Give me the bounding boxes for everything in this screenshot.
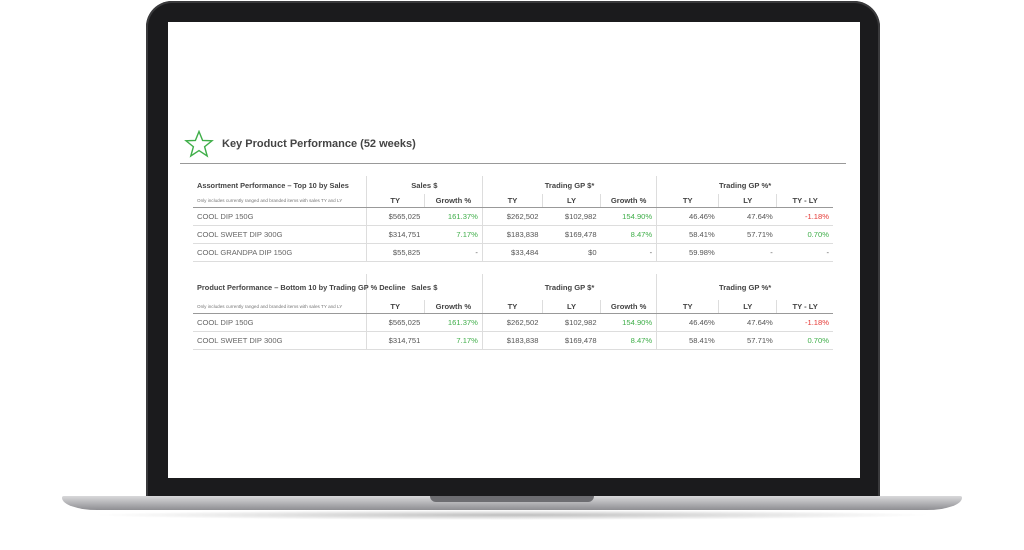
group-sales: Sales $: [365, 176, 483, 194]
cell-value: $169,478: [542, 225, 601, 244]
table-row[interactable]: COOL GRANDPA DIP 150G $55,825- $33,484 $0-5…: [193, 243, 833, 262]
cell-value: -: [718, 243, 777, 262]
group-sales: Sales $: [365, 274, 483, 300]
cell-value: 58.41%: [656, 331, 719, 350]
cell-value: $0: [542, 243, 601, 262]
product-name: COOL DIP 150G: [193, 313, 367, 332]
cell-value: -1.18%: [776, 313, 833, 332]
table-column-header: Only includes currently ranged and brand…: [193, 300, 833, 314]
product-name: COOL DIP 150G: [193, 207, 367, 226]
table-row[interactable]: COOL DIP 150G $565,025 161.37% $262,502 $102…: [193, 313, 833, 332]
cell-value: 154.90%: [600, 313, 657, 332]
cell-value: 7.17%: [424, 331, 483, 350]
title-divider: [180, 163, 846, 164]
cell-value: 47.64%: [718, 207, 777, 226]
cell-value: 8.47%: [600, 225, 657, 244]
cell-value: -1.18%: [776, 207, 833, 226]
group-trading-gp: Trading GP $*: [481, 274, 657, 300]
cell-value: 46.46%: [656, 207, 719, 226]
cell-value: $102,982: [542, 313, 601, 332]
table-row[interactable]: COOL SWEET DIP 300G $314,751 7.17% $183,838…: [193, 225, 833, 244]
column-header: Growth %: [600, 194, 657, 208]
cell-value: 8.47%: [600, 331, 657, 350]
column-header: LY: [718, 194, 777, 208]
cell-value: $262,502: [481, 207, 543, 226]
product-name: COOL SWEET DIP 300G: [193, 225, 367, 244]
column-header: TY: [656, 194, 719, 208]
cell-value: $565,025: [365, 207, 425, 226]
group-trading-gp-pct: Trading GP %*: [656, 176, 833, 194]
performance-table: Product Performance – Bottom 10 by Tradi…: [193, 274, 833, 350]
column-header: TY: [481, 300, 543, 314]
laptop-shadow: [90, 510, 934, 520]
cell-value: $262,502: [481, 313, 543, 332]
cell-value: -: [424, 243, 483, 262]
column-header: LY: [718, 300, 777, 314]
section-header: Key Product Performance (52 weeks): [184, 130, 416, 158]
column-header: LY: [541, 300, 601, 314]
cell-value: 161.37%: [424, 207, 483, 226]
cell-value: $565,025: [365, 313, 425, 332]
table-row[interactable]: COOL SWEET DIP 300G $314,751 7.17% $183,838…: [193, 331, 833, 350]
column-header: LY: [541, 194, 601, 208]
cell-value: -: [600, 243, 657, 262]
cell-value: 154.90%: [600, 207, 657, 226]
laptop-base: [62, 496, 962, 510]
column-header: Growth %: [423, 194, 483, 208]
cell-value: 7.17%: [424, 225, 483, 244]
cell-value: $183,838: [481, 331, 543, 350]
cell-value: 0.70%: [776, 225, 833, 244]
laptop-screen: Key Product Performance (52 weeks) Assor…: [168, 22, 860, 478]
cell-value: -: [776, 243, 833, 262]
cell-value: 47.64%: [718, 313, 777, 332]
table-column-header: Only includes currently ranged and brand…: [193, 194, 833, 208]
cell-value: 0.70%: [776, 331, 833, 350]
cell-value: 59.98%: [656, 243, 719, 262]
column-header: Growth %: [423, 300, 483, 314]
cell-value: $314,751: [365, 331, 425, 350]
cell-value: $169,478: [542, 331, 601, 350]
performance-table: Assortment Performance – Top 10 by Sales…: [193, 176, 833, 262]
product-name: COOL GRANDPA DIP 150G: [193, 243, 367, 262]
cell-value: $314,751: [365, 225, 425, 244]
column-header: TY - LY: [776, 300, 833, 314]
column-header: TY: [656, 300, 719, 314]
cell-value: 161.37%: [424, 313, 483, 332]
cell-value: $55,825: [365, 243, 425, 262]
column-header: TY: [481, 194, 543, 208]
table-title: Assortment Performance – Top 10 by Sales: [197, 180, 349, 190]
product-name: COOL SWEET DIP 300G: [193, 331, 367, 350]
cell-value: 57.71%: [718, 331, 777, 350]
table-group-header: Product Performance – Bottom 10 by Tradi…: [193, 274, 833, 300]
cell-value: $33,484: [481, 243, 543, 262]
page-title: Key Product Performance (52 weeks): [222, 138, 416, 150]
laptop-notch: [430, 496, 594, 502]
group-trading-gp: Trading GP $*: [481, 176, 657, 194]
table-group-header: Assortment Performance – Top 10 by Sales…: [193, 176, 833, 194]
column-header: TY: [365, 300, 425, 314]
group-trading-gp-pct: Trading GP %*: [656, 274, 833, 300]
cell-value: 57.71%: [718, 225, 777, 244]
cell-value: $102,982: [542, 207, 601, 226]
table-note: Only includes currently ranged and brand…: [193, 300, 367, 314]
table-note: Only includes currently ranged and brand…: [193, 194, 367, 208]
star-icon: [184, 130, 214, 158]
table-row[interactable]: COOL DIP 150G $565,025 161.37% $262,502 $102…: [193, 207, 833, 226]
column-header: TY: [365, 194, 425, 208]
cell-value: 46.46%: [656, 313, 719, 332]
column-header: Growth %: [600, 300, 657, 314]
table-title: Product Performance – Bottom 10 by Tradi…: [197, 282, 406, 292]
cell-value: $183,838: [481, 225, 543, 244]
cell-value: 58.41%: [656, 225, 719, 244]
column-header: TY - LY: [776, 194, 833, 208]
